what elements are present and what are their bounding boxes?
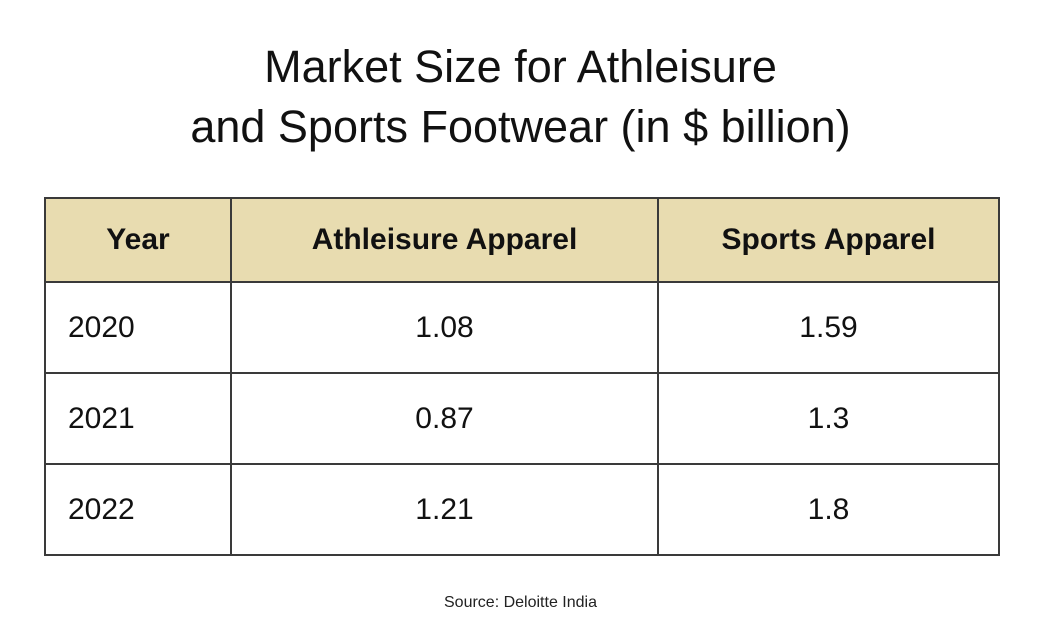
header-cell: Athleisure Apparel (230, 197, 659, 283)
table-row: 2020 1.08 1.59 (44, 281, 1000, 374)
title-line: Market Size for Athleisure (264, 41, 777, 92)
table-cell: 1.8 (657, 463, 1000, 556)
table-cell: 2022 (44, 463, 232, 556)
table-cell: 1.59 (657, 281, 1000, 374)
data-table: Year Athleisure Apparel Sports Apparel 202… (44, 197, 1000, 556)
table-cell: 1.3 (657, 372, 1000, 465)
table-row: 2021 0.87 1.3 (44, 372, 1000, 465)
table-cell: 1.21 (230, 463, 659, 556)
header-cell: Year (44, 197, 232, 283)
table-cell: 0.87 (230, 372, 659, 465)
table-cell: 1.08 (230, 281, 659, 374)
table-row: 2022 1.21 1.8 (44, 463, 1000, 556)
table-body: 2020 1.08 1.59 2021 0.87 1.3 2022 1.21 1.8 (44, 281, 1000, 556)
source-note: Source: Deloitte India (444, 594, 597, 611)
table-cell: 2021 (44, 372, 232, 465)
table-cell: 2020 (44, 281, 232, 374)
header-row: Year Athleisure Apparel Sports Apparel (44, 197, 1000, 283)
header-cell: Sports Apparel (657, 197, 1000, 283)
title-line: and Sports Footwear (in $ billion) (190, 101, 851, 152)
